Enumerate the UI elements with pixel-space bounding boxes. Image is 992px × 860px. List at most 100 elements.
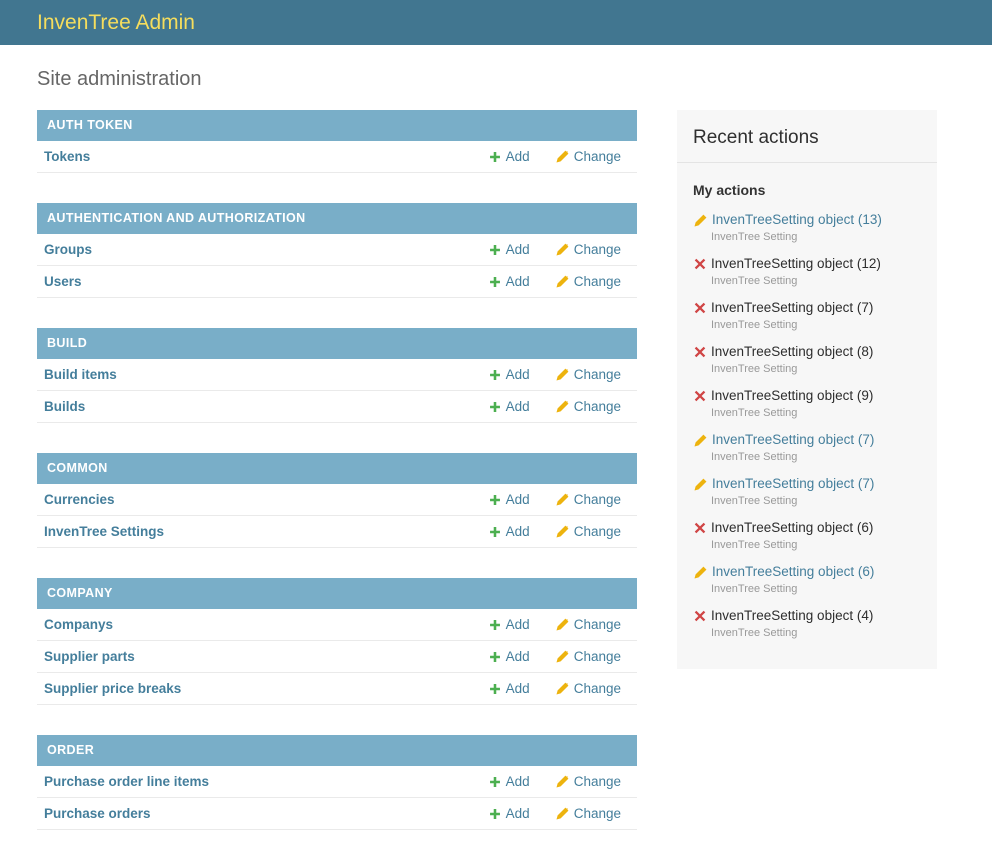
add-link[interactable]: Add bbox=[489, 524, 530, 539]
add-label: Add bbox=[505, 524, 530, 539]
plus-icon bbox=[489, 401, 500, 412]
recent-action-type: InvenTree Setting bbox=[711, 319, 798, 331]
model-link[interactable]: Groups bbox=[44, 242, 93, 257]
model-row: Companys Add Change bbox=[37, 609, 637, 641]
add-link[interactable]: Add bbox=[489, 492, 530, 507]
model-link[interactable]: Companys bbox=[44, 617, 114, 632]
model-link[interactable]: Purchase order line items bbox=[44, 774, 210, 789]
recent-action-item: InvenTreeSetting object (6) InvenTree Se… bbox=[694, 513, 921, 557]
plus-icon bbox=[489, 494, 500, 505]
recent-action-type: InvenTree Setting bbox=[711, 583, 798, 595]
add-link[interactable]: Add bbox=[489, 274, 530, 289]
change-label: Change bbox=[573, 806, 621, 821]
change-label: Change bbox=[573, 492, 621, 507]
add-link[interactable]: Add bbox=[489, 806, 530, 821]
model-link[interactable]: Currencies bbox=[44, 492, 115, 507]
change-link[interactable]: Change bbox=[556, 774, 621, 789]
plus-icon bbox=[489, 651, 500, 662]
add-label: Add bbox=[505, 806, 530, 821]
plus-icon bbox=[489, 683, 500, 694]
module-list: AUTH TOKEN Tokens Add Change AUTHENTICAT… bbox=[37, 110, 637, 860]
recent-actions-title: Recent actions bbox=[677, 110, 937, 163]
change-link[interactable]: Change bbox=[556, 649, 621, 664]
change-link[interactable]: Change bbox=[556, 492, 621, 507]
pencil-icon bbox=[556, 525, 569, 538]
recent-action-link: InvenTreeSetting object (6) bbox=[711, 520, 874, 535]
pencil-icon bbox=[556, 775, 569, 788]
plus-icon bbox=[489, 244, 500, 255]
recent-action-link[interactable]: InvenTreeSetting object (13) bbox=[712, 212, 882, 227]
plus-icon bbox=[489, 526, 500, 537]
add-link[interactable]: Add bbox=[489, 681, 530, 696]
add-link[interactable]: Add bbox=[489, 649, 530, 664]
recent-action-item: InvenTreeSetting object (8) InvenTree Se… bbox=[694, 337, 921, 381]
module-caption: COMMON bbox=[37, 453, 637, 484]
add-link[interactable]: Add bbox=[489, 617, 530, 632]
change-label: Change bbox=[573, 274, 621, 289]
app-header: InvenTree Admin bbox=[0, 0, 992, 45]
change-link[interactable]: Change bbox=[556, 806, 621, 821]
model-link[interactable]: Tokens bbox=[44, 149, 91, 164]
add-link[interactable]: Add bbox=[489, 149, 530, 164]
model-link[interactable]: Purchase orders bbox=[44, 806, 151, 821]
delete-icon bbox=[694, 522, 706, 534]
recent-action-link[interactable]: InvenTreeSetting object (6) bbox=[712, 564, 875, 579]
recent-action-type: InvenTree Setting bbox=[711, 407, 798, 419]
add-label: Add bbox=[505, 617, 530, 632]
pencil-icon bbox=[556, 368, 569, 381]
model-link[interactable]: Supplier price breaks bbox=[44, 681, 182, 696]
model-row: Currencies Add Change bbox=[37, 484, 637, 516]
add-link[interactable]: Add bbox=[489, 242, 530, 257]
model-link[interactable]: Build items bbox=[44, 367, 117, 382]
model-row: Supplier price breaks Add Change bbox=[37, 673, 637, 705]
add-label: Add bbox=[505, 649, 530, 664]
recent-action-item: InvenTreeSetting object (13) InvenTree S… bbox=[694, 205, 921, 249]
model-link[interactable]: Users bbox=[44, 274, 82, 289]
recent-action-item: InvenTreeSetting object (7) InvenTree Se… bbox=[694, 425, 921, 469]
pencil-icon bbox=[694, 434, 707, 447]
app-title[interactable]: InvenTree Admin bbox=[37, 11, 195, 34]
change-label: Change bbox=[573, 149, 621, 164]
recent-action-link: InvenTreeSetting object (9) bbox=[711, 388, 874, 403]
recent-action-item: InvenTreeSetting object (7) InvenTree Se… bbox=[694, 293, 921, 337]
recent-action-item: InvenTreeSetting object (9) InvenTree Se… bbox=[694, 381, 921, 425]
model-link[interactable]: InvenTree Settings bbox=[44, 524, 165, 539]
pencil-icon bbox=[556, 682, 569, 695]
change-link[interactable]: Change bbox=[556, 617, 621, 632]
change-label: Change bbox=[573, 242, 621, 257]
recent-action-link: InvenTreeSetting object (8) bbox=[711, 344, 874, 359]
model-row: Users Add Change bbox=[37, 266, 637, 298]
change-link[interactable]: Change bbox=[556, 242, 621, 257]
change-label: Change bbox=[573, 649, 621, 664]
change-link[interactable]: Change bbox=[556, 367, 621, 382]
change-link[interactable]: Change bbox=[556, 399, 621, 414]
model-link[interactable]: Builds bbox=[44, 399, 86, 414]
add-label: Add bbox=[505, 242, 530, 257]
pencil-icon bbox=[694, 478, 707, 491]
admin-module: AUTHENTICATION AND AUTHORIZATION Groups … bbox=[37, 203, 637, 298]
change-label: Change bbox=[573, 681, 621, 696]
add-link[interactable]: Add bbox=[489, 774, 530, 789]
add-link[interactable]: Add bbox=[489, 367, 530, 382]
recent-action-link[interactable]: InvenTreeSetting object (7) bbox=[712, 476, 875, 491]
main-row: AUTH TOKEN Tokens Add Change AUTHENTICAT… bbox=[37, 110, 937, 860]
change-link[interactable]: Change bbox=[556, 149, 621, 164]
admin-module: AUTH TOKEN Tokens Add Change bbox=[37, 110, 637, 173]
model-row: Builds Add Change bbox=[37, 391, 637, 423]
change-label: Change bbox=[573, 524, 621, 539]
admin-module: COMMON Currencies Add Change InvenTree S… bbox=[37, 453, 637, 548]
recent-action-type: InvenTree Setting bbox=[711, 363, 798, 375]
change-link[interactable]: Change bbox=[556, 524, 621, 539]
pencil-icon bbox=[556, 493, 569, 506]
page-title: Site administration bbox=[37, 68, 202, 90]
model-link[interactable]: Supplier parts bbox=[44, 649, 135, 664]
recent-actions-panel: Recent actions My actions InvenTreeSetti… bbox=[677, 110, 937, 669]
model-row: Groups Add Change bbox=[37, 234, 637, 266]
add-label: Add bbox=[505, 492, 530, 507]
recent-action-type: InvenTree Setting bbox=[711, 627, 798, 639]
pencil-icon bbox=[556, 400, 569, 413]
change-link[interactable]: Change bbox=[556, 681, 621, 696]
add-link[interactable]: Add bbox=[489, 399, 530, 414]
change-link[interactable]: Change bbox=[556, 274, 621, 289]
recent-action-link[interactable]: InvenTreeSetting object (7) bbox=[712, 432, 875, 447]
